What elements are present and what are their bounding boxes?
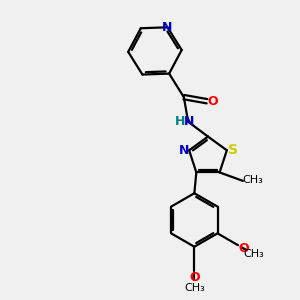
Text: O: O (189, 271, 200, 284)
Text: CH₃: CH₃ (243, 249, 264, 259)
Text: CH₃: CH₃ (242, 175, 263, 185)
Text: H: H (175, 115, 185, 128)
Text: S: S (228, 143, 238, 157)
Text: N: N (184, 115, 194, 128)
Text: O: O (239, 242, 249, 255)
Text: N: N (179, 144, 189, 157)
Text: CH₃: CH₃ (184, 283, 205, 293)
Text: N: N (162, 21, 173, 34)
Text: O: O (208, 95, 218, 108)
